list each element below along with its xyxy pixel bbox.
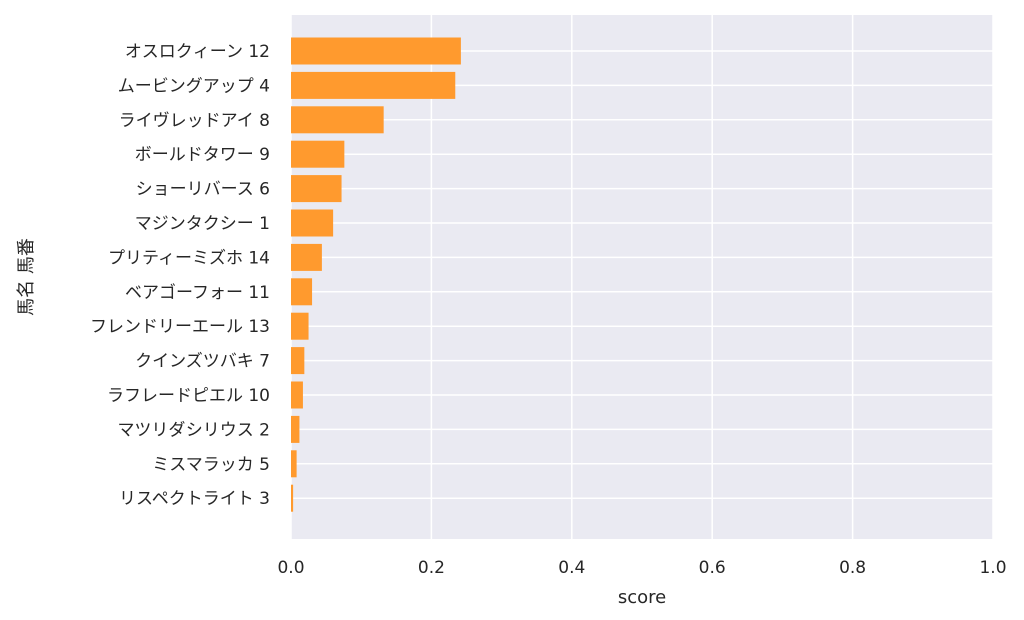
- bar: [291, 37, 461, 65]
- x-tick-label: 0.4: [558, 558, 585, 578]
- bar: [291, 71, 456, 99]
- bar: [291, 381, 303, 409]
- x-tick-label: 0.2: [418, 558, 445, 578]
- bar: [291, 312, 309, 340]
- x-tick-label: 1.0: [979, 558, 1006, 578]
- y-tick-label: ベアゴーフォー 11: [125, 282, 270, 303]
- y-tick-label: ラフレードピエル 10: [107, 386, 270, 406]
- y-tick-label: クインズツバキ 7: [135, 352, 270, 372]
- y-tick-labels: オスロクィーン 12 ムービングアップ 4 ライヴレッドアイ 8 ボールドタワー 9 シ…: [90, 42, 270, 509]
- y-tick-label: オスロクィーン 12: [125, 42, 270, 62]
- y-tick-label: ミスマラッカ 5: [152, 455, 270, 475]
- bar: [291, 415, 300, 443]
- bar: [291, 140, 345, 168]
- y-axis-label: 馬名 馬番: [16, 238, 37, 316]
- bar: [291, 484, 294, 512]
- bar: [291, 243, 322, 271]
- y-tick-label: マジンタクシー 1: [135, 214, 270, 234]
- bar: [291, 209, 334, 237]
- x-axis-label: score: [618, 587, 666, 608]
- y-tick-label: ボールドタワー 9: [135, 145, 270, 165]
- bar: [291, 450, 297, 478]
- bars: [291, 37, 461, 512]
- plot-background: [291, 15, 993, 539]
- x-tick-label: 0.0: [277, 558, 304, 578]
- bar: [291, 175, 342, 203]
- y-tick-label: プリティーミズホ 14: [108, 248, 270, 268]
- y-tick-label: フレンドリーエール 13: [90, 317, 270, 337]
- y-tick-label: リスペクトライト 3: [119, 489, 270, 509]
- x-tick-label: 0.8: [839, 558, 866, 578]
- y-tick-label: ショーリバース 6: [136, 180, 270, 200]
- y-tick-label: マツリダシリウス 2: [117, 420, 270, 440]
- bar: [291, 278, 313, 306]
- bar: [291, 347, 305, 375]
- x-tick-label: 0.6: [699, 558, 726, 578]
- y-tick-label: ムービングアップ 4: [118, 76, 270, 96]
- bar: [291, 106, 384, 134]
- x-tick-labels: 0.0 0.2 0.4 0.6 0.8 1.0: [277, 558, 1006, 578]
- y-tick-label: ライヴレッドアイ 8: [119, 111, 270, 131]
